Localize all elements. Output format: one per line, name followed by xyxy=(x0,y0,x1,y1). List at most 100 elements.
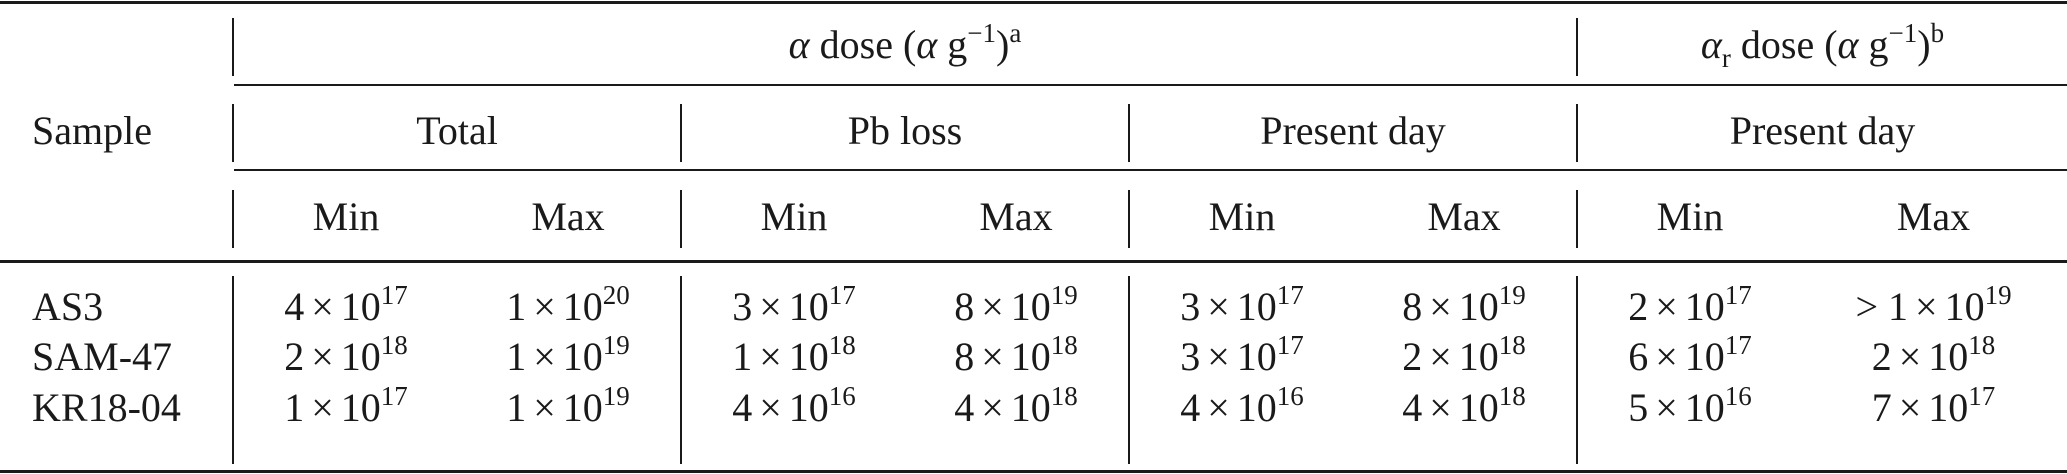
alphar-symbol: α xyxy=(1700,22,1722,67)
alpha-unit-symbol: α xyxy=(916,22,938,67)
dose-value: 4 × 1018 xyxy=(1354,383,1574,430)
value-coefficient: 3 xyxy=(1180,334,1201,379)
dose-value: > 1 × 1019 xyxy=(1800,282,2067,329)
times-sign: × xyxy=(1429,284,1452,329)
alpha-dose-unit: g xyxy=(937,22,968,67)
value-coefficient: 3 xyxy=(732,284,753,329)
total-separator-body xyxy=(680,276,682,464)
max-header-total: Max xyxy=(531,194,605,239)
times-sign: × xyxy=(981,284,1004,329)
sample-separator-header-1 xyxy=(232,18,234,76)
value-coefficient: 2 xyxy=(1871,334,1892,379)
value-base: 10 xyxy=(1944,284,1985,329)
value-exponent: 19 xyxy=(1984,280,2012,310)
alphar-dose-unit-exponent: −1 xyxy=(1888,18,1918,48)
dose-value: 5 × 1016 xyxy=(1580,383,1800,430)
value-base: 10 xyxy=(1684,334,1725,379)
value-exponent: 18 xyxy=(380,330,408,360)
max-header-pb-loss: Max xyxy=(979,194,1053,239)
value-exponent: 17 xyxy=(828,280,856,310)
dose-value: 6 × 1017 xyxy=(1580,332,1800,379)
value-base: 10 xyxy=(1010,385,1051,430)
value-coefficient: 5 xyxy=(1628,385,1649,430)
alphar-dose-header: αr dose (α g−1)b xyxy=(1578,20,2067,72)
value-base: 10 xyxy=(1010,284,1051,329)
value-exponent: 17 xyxy=(1724,280,1752,310)
value-exponent: 18 xyxy=(1498,330,1526,360)
value-base: 10 xyxy=(788,284,829,329)
times-sign: × xyxy=(1655,284,1678,329)
value-exponent: 19 xyxy=(1498,280,1526,310)
alpha-dose-header: α dose (α g−1)a xyxy=(234,20,1576,67)
value-coefficient: 1 xyxy=(506,385,527,430)
dose-value: 2 × 1018 xyxy=(1800,332,2067,379)
dose-value: 4 × 1016 xyxy=(1132,383,1352,430)
alpha-dose-underline xyxy=(234,84,2067,86)
pbloss-separator-header-3 xyxy=(1128,190,1130,248)
value-base: 10 xyxy=(1010,334,1051,379)
value-base: 10 xyxy=(1684,385,1725,430)
times-sign: × xyxy=(311,334,334,379)
dose-value: 4 × 1016 xyxy=(684,383,904,428)
value-base: 10 xyxy=(562,334,603,379)
presentday-separator-header-2 xyxy=(1576,104,1578,162)
alpha-dose-close: ) xyxy=(996,22,1010,67)
times-sign: × xyxy=(1898,334,1922,379)
dose-value: 8 × 1019 xyxy=(1354,282,1574,329)
header-bottom-rule xyxy=(0,260,2067,263)
value-base: 10 xyxy=(340,334,381,379)
value-base: 10 xyxy=(562,385,603,430)
sample-column-header: Sample xyxy=(32,108,152,153)
sample-separator-header-2 xyxy=(232,104,234,162)
dose-value: 7 × 1017 xyxy=(1800,383,2067,430)
value-exponent: 20 xyxy=(602,280,630,310)
times-sign: × xyxy=(311,284,334,329)
value-coefficient: 6 xyxy=(1628,334,1649,379)
presentday-separator-body xyxy=(1576,276,1578,464)
min-header-alphar: Min xyxy=(1656,194,1724,239)
table-top-rule xyxy=(0,1,2067,4)
value-base: 10 xyxy=(1458,334,1499,379)
value-exponent: 19 xyxy=(602,330,630,360)
value-exponent: 16 xyxy=(1276,381,1304,411)
value-exponent: 18 xyxy=(1498,381,1526,411)
times-sign: × xyxy=(1655,385,1678,430)
alpha-dose-text: dose ( xyxy=(809,22,917,67)
times-sign: × xyxy=(1655,334,1678,379)
value-coefficient: 3 xyxy=(1180,284,1201,329)
group-underline xyxy=(234,169,2067,171)
dose-value: 1 × 1020 xyxy=(458,282,678,327)
value-coefficient: 8 xyxy=(954,284,975,329)
pbloss-separator-body xyxy=(1128,276,1130,464)
times-sign: × xyxy=(1429,385,1452,430)
value-coefficient: 2 xyxy=(1628,284,1649,329)
alphar-unit-symbol: α xyxy=(1837,22,1859,67)
value-exponent: 17 xyxy=(1276,280,1304,310)
times-sign: × xyxy=(759,334,782,379)
value-base: 10 xyxy=(340,385,381,430)
value-exponent: 17 xyxy=(1724,330,1752,360)
value-prefix: > xyxy=(1855,284,1888,329)
times-sign: × xyxy=(981,385,1004,430)
value-base: 10 xyxy=(1236,385,1277,430)
value-exponent: 17 xyxy=(1968,381,1996,411)
value-exponent: 17 xyxy=(380,280,408,310)
times-sign: × xyxy=(1898,385,1922,430)
alpha-symbol: α xyxy=(788,22,810,67)
times-sign: × xyxy=(1207,385,1230,430)
value-coefficient: 2 xyxy=(284,334,305,379)
times-sign: × xyxy=(533,385,556,430)
min-header-total: Min xyxy=(312,194,380,239)
group-header-pb-loss: Pb loss xyxy=(847,108,963,153)
dose-value: 8 × 1018 xyxy=(906,332,1126,379)
value-base: 10 xyxy=(1684,284,1725,329)
value-base: 10 xyxy=(1458,284,1499,329)
sample-name: KR18-04 xyxy=(32,385,181,430)
times-sign: × xyxy=(759,284,782,329)
dose-value: 3 × 1017 xyxy=(1132,282,1352,329)
value-exponent: 16 xyxy=(828,381,856,411)
alphar-subscript: r xyxy=(1721,43,1731,73)
min-header-pb-loss: Min xyxy=(760,194,828,239)
times-sign: × xyxy=(311,385,334,430)
times-sign: × xyxy=(981,334,1004,379)
